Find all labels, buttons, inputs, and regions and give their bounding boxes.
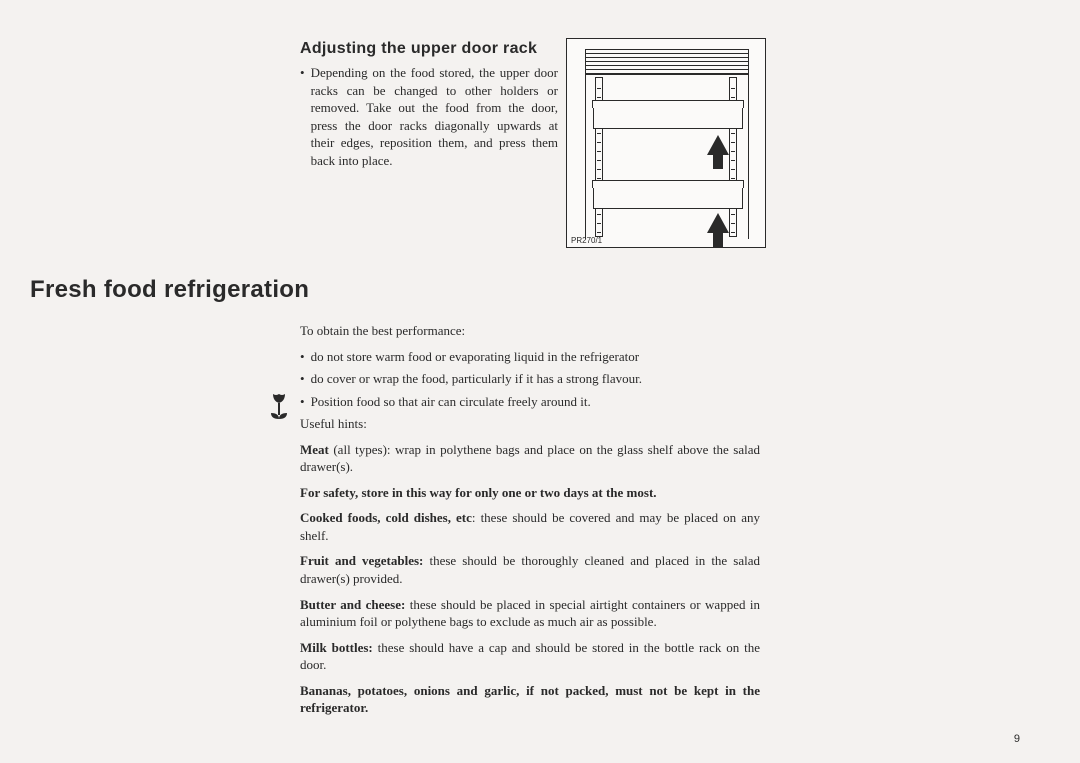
fruit-paragraph: Fruit and vegetables: these should be th… — [300, 552, 760, 587]
bananas-paragraph: Bananas, potatoes, onions and garlic, if… — [300, 682, 760, 717]
intro-text: To obtain the best performance: — [300, 322, 760, 340]
meat-paragraph: Meat (all types): wrap in polythene bags… — [300, 441, 760, 476]
bullet-item: do cover or wrap the food, particularly … — [311, 370, 642, 388]
useful-hints-label: Useful hints: — [300, 415, 760, 433]
bullet-dot: • — [300, 393, 305, 411]
diagram-label: PR270/1 — [571, 236, 602, 245]
diagram-door-rack: PR270/1 — [566, 38, 766, 248]
bullet-dot: • — [300, 370, 305, 388]
page-number: 9 — [1014, 733, 1020, 745]
bullet-dot: • — [300, 348, 305, 366]
bullet-item: Position food so that air can circulate … — [311, 393, 591, 411]
bullet-dot: • — [300, 64, 305, 169]
content-column: To obtain the best performance: • do not … — [300, 322, 760, 717]
cooked-paragraph: Cooked foods, cold dishes, etc: these sh… — [300, 509, 760, 544]
safety-paragraph: For safety, store in this way for only o… — [300, 484, 760, 502]
butter-paragraph: Butter and cheese: these should be place… — [300, 596, 760, 631]
heading-adjusting-rack: Adjusting the upper door rack — [300, 40, 558, 58]
milk-paragraph: Milk bottles: these should have a cap an… — [300, 639, 760, 674]
arrow-up-icon — [707, 135, 729, 155]
bullet-item: do not store warm food or evaporating li… — [311, 348, 640, 366]
heading-fresh-food: Fresh food refrigeration — [30, 276, 1020, 304]
section1-paragraph: Depending on the food stored, the upper … — [311, 64, 558, 169]
tulip-icon — [266, 391, 292, 426]
arrow-up-icon — [707, 213, 729, 233]
section-adjusting-rack: Adjusting the upper door rack • Dependin… — [300, 38, 1020, 248]
